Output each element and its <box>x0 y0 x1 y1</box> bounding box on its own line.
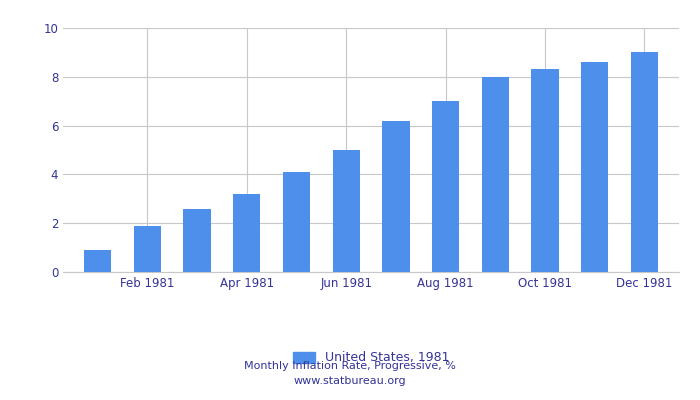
Bar <box>581 62 608 272</box>
Bar <box>382 121 410 272</box>
Bar <box>432 101 459 272</box>
Text: www.statbureau.org: www.statbureau.org <box>294 376 406 386</box>
Legend: United States, 1981: United States, 1981 <box>293 352 449 364</box>
Bar <box>631 52 658 272</box>
Bar <box>84 250 111 272</box>
Bar <box>233 194 260 272</box>
Text: Monthly Inflation Rate, Progressive, %: Monthly Inflation Rate, Progressive, % <box>244 361 456 371</box>
Bar <box>283 172 310 272</box>
Bar <box>482 77 509 272</box>
Bar <box>531 70 559 272</box>
Bar <box>134 226 161 272</box>
Bar <box>183 208 211 272</box>
Bar <box>332 150 360 272</box>
